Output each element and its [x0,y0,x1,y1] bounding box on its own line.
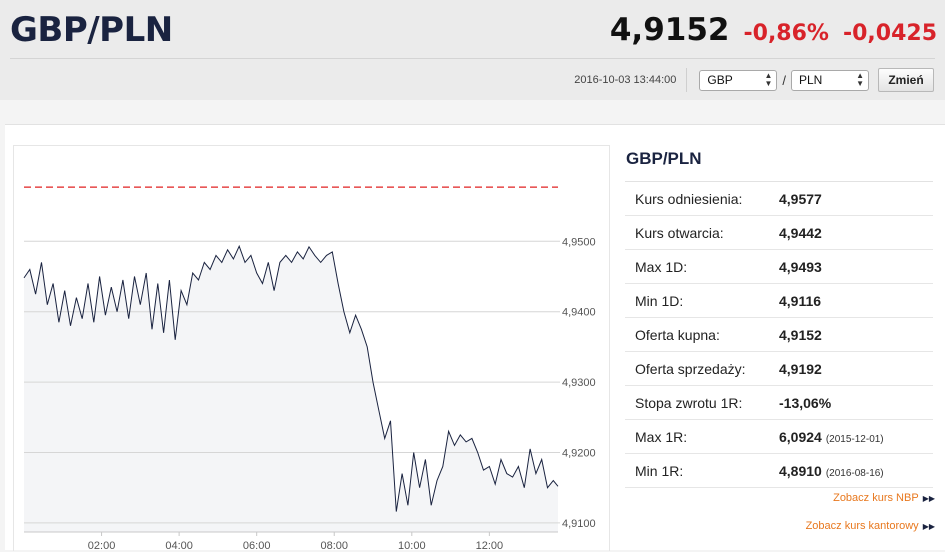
quote-timestamp: 2016-10-03 13:44:00 [574,74,677,86]
stat-date: (2016-08-16) [825,467,884,479]
stat-row: Max 1D: 4,9493 [625,250,933,284]
stat-value-text: 4,9577 [779,190,822,207]
change-absolute: -0,0425 [842,21,937,46]
page-title: GBP/PLN [10,10,173,50]
stat-row: Kurs otwarcia: 4,9442 [625,216,933,250]
stat-value: 4,9577 [779,191,822,207]
from-currency-select[interactable]: GBP ▲ ▼ [699,69,778,91]
stat-value-text: 6,0924 [779,428,822,445]
from-currency-value: GBP [707,72,733,87]
stats-panel: GBP/PLN Kurs odniesienia: 4,9577 Kurs otwa… [625,145,933,488]
to-currency-value: PLN [799,72,823,87]
stat-value-text: 4,9442 [779,224,822,241]
kantor-rate-link-label: Zobacz kurs kantorowy [805,520,919,532]
intraday-chart: 4,9500 4,9400 4,9300 4,9200 4,9100 02:00 04:00… [13,145,610,552]
double-chevron-right-icon: ▶▶ [922,522,935,531]
x-tick-label: 10:00 [398,540,426,552]
stat-row: Oferta kupna: 4,9152 [625,318,933,352]
last-price: 4,9152 [609,12,730,48]
stat-value-text: 4,8910 [779,462,822,479]
stat-row: Kurs odniesienia: 4,9577 [625,182,933,216]
stat-value: -13,06% [779,395,831,411]
y-tick-label: 4,9100 [562,518,596,530]
stat-value: 6,0924 (2015-12-01) [779,429,884,445]
change-pair-button[interactable]: Zmień [878,68,934,92]
stat-value: 4,9442 [779,225,822,241]
stat-value-text: 4,9192 [779,360,822,377]
stat-row: Min 1R: 4,8910 (2016-08-16) [625,454,933,488]
kantor-rate-link[interactable]: Zobacz kurs kantorowy ▶▶ [806,520,935,532]
stat-label: Oferta sprzedaży: [635,360,746,377]
x-tick-label: 06:00 [243,540,271,552]
stat-value-text: 4,9152 [779,326,822,343]
toolbar-separator [686,68,688,92]
x-tick-label: 02:00 [88,540,116,552]
stat-value: 4,9116 [779,293,821,309]
x-tick-label: 12:00 [476,540,504,552]
nbp-rate-link[interactable]: Zobacz kurs NBP ▶▶ [833,492,935,504]
content-panel: 4,9500 4,9400 4,9300 4,9200 4,9100 02:00 04:00… [5,124,945,552]
stat-row: Max 1R: 6,0924 (2015-12-01) [625,420,933,454]
stat-value: 4,8910 (2016-08-16) [779,463,884,479]
stat-value: 4,9493 [779,259,822,275]
stat-label: Max 1D: [635,258,688,275]
stats-title: GBP/PLN [625,145,933,182]
stat-label: Stopa zwrotu 1R: [635,394,743,411]
series-area [24,246,558,532]
stat-value-text: -13,06% [779,394,832,411]
nbp-rate-link-label: Zobacz kurs NBP [833,492,919,504]
stat-label: Oferta kupna: [635,326,720,343]
stat-row: Min 1D: 4,9116 [625,284,933,318]
stat-value-text: 4,9116 [779,292,822,309]
up-down-arrows-icon: ▲ ▼ [764,70,773,88]
stat-date: (2015-12-01) [825,433,884,445]
y-tick-label: 4,9400 [562,307,596,319]
currency-toolbar: 2016-10-03 13:44:00 GBP ▲ ▼ / PLN ▲ ▼ Zmie… [574,68,934,92]
quote-header: GBP/PLN 4,9152 -0,86% -0,0425 2016-10-03… [0,0,945,100]
stat-value-text: 4,9493 [779,258,822,275]
to-currency-select[interactable]: PLN ▲ ▼ [791,69,869,91]
stat-label: Min 1D: [635,292,684,309]
series-line [23,244,559,512]
chart-canvas: 4,9500 4,9400 4,9300 4,9200 4,9100 02:00 04:00… [23,186,596,552]
y-tick-label: 4,9300 [562,377,596,389]
stat-label: Max 1R: [635,428,688,445]
change-percent: -0,86% [743,21,829,46]
double-chevron-right-icon: ▶▶ [922,494,935,503]
stat-value: 4,9192 [779,361,822,377]
stat-label: Min 1R: [635,462,684,479]
y-tick-label: 4,9500 [562,236,596,248]
stat-row: Oferta sprzedaży: 4,9192 [625,352,933,386]
header-divider [10,58,935,59]
x-tick-label: 04:00 [165,540,193,552]
stat-label: Kurs otwarcia: [635,224,724,241]
up-down-arrows-icon: ▲ ▼ [856,70,864,88]
stats-table: Kurs odniesienia: 4,9577 Kurs otwarcia: 4,9… [625,182,933,488]
x-tick-label: 08:00 [320,540,348,552]
stat-value: 4,9152 [779,327,822,343]
stat-row: Stopa zwrotu 1R: -13,06% [625,386,933,420]
y-tick-label: 4,9200 [562,447,596,459]
quote-summary: 4,9152 -0,86% -0,0425 [610,12,937,48]
currency-separator: / [782,72,786,88]
stat-label: Kurs odniesienia: [635,190,743,207]
